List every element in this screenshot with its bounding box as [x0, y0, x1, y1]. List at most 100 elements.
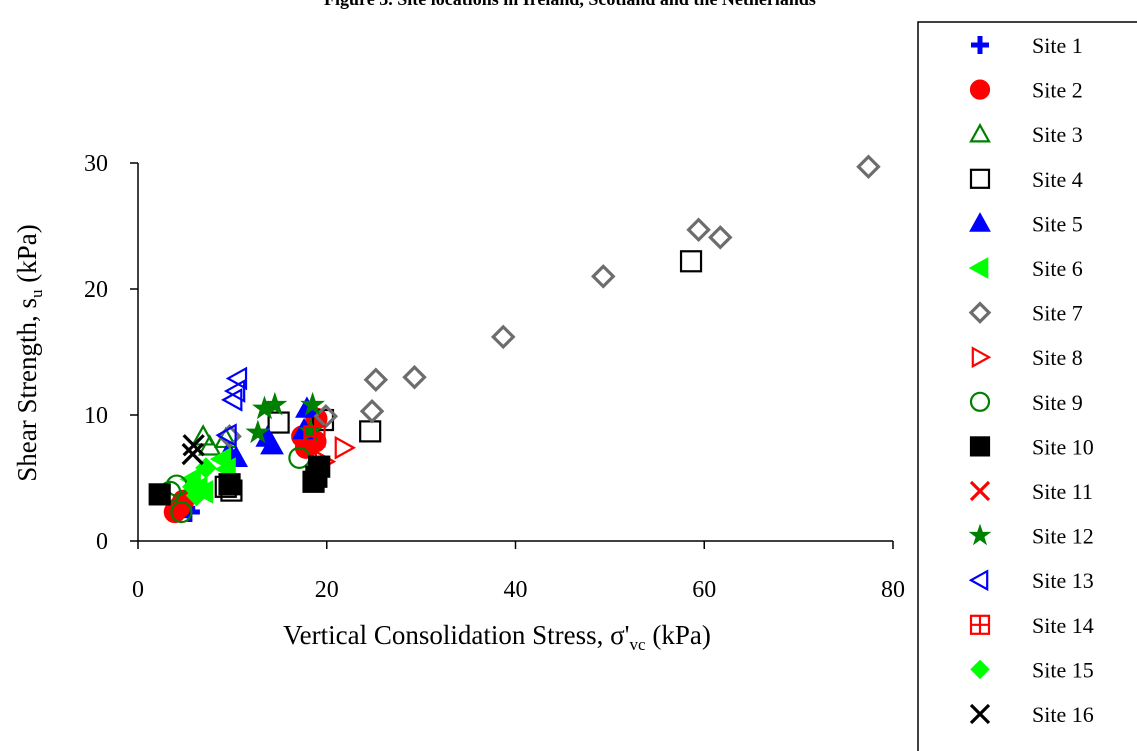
series-site-15	[182, 457, 217, 507]
legend-entry: Site 5	[969, 211, 1083, 236]
legend-entry: Site 12	[968, 523, 1094, 549]
legend-label: Site 3	[1032, 122, 1083, 147]
data-point	[197, 434, 222, 456]
legend-marker	[971, 346, 992, 369]
legend-entry: Site 15	[970, 657, 1094, 682]
legend-label: Site 12	[1032, 524, 1094, 549]
legend-entry: Site 3	[969, 122, 1083, 147]
data-point	[221, 388, 243, 412]
series-site-14	[303, 425, 326, 448]
chart-title: Figure 3. Site locations in Ireland, Sco…	[324, 0, 816, 9]
legend-label: Site 7	[1032, 301, 1083, 326]
legend-marker	[969, 436, 991, 457]
data-point	[490, 324, 516, 350]
legend-label: Site 6	[1032, 256, 1083, 281]
x-tick-label: 80	[881, 577, 905, 603]
legend-label: Site 15	[1032, 657, 1094, 682]
legend-entry: Site 16	[969, 702, 1094, 727]
x-tick-label: 40	[504, 577, 528, 603]
legend-label: Site 8	[1032, 345, 1083, 370]
data-point	[267, 411, 290, 434]
data-point	[591, 264, 616, 289]
x-tick-label: 60	[692, 577, 716, 603]
y-tick-label: 0	[96, 529, 108, 555]
legend-marker	[969, 480, 991, 502]
data-point	[708, 225, 733, 250]
legend-entry: Site 6	[968, 256, 1083, 281]
data-point	[225, 366, 248, 391]
legend-label: Site 2	[1032, 78, 1083, 103]
data-point	[359, 398, 385, 424]
legend-marker	[968, 257, 989, 279]
legend-entry: Site 2	[969, 78, 1083, 103]
legend-label: Site 10	[1032, 434, 1094, 459]
legend-entry: Site 7	[968, 301, 1083, 326]
legend-label: Site 4	[1032, 167, 1083, 192]
series-site-7	[217, 154, 881, 449]
y-tick-label: 20	[84, 277, 108, 303]
legend-marker	[969, 79, 991, 100]
legend-label: Site 11	[1032, 479, 1093, 504]
legend-marker	[969, 614, 991, 635]
data-point	[218, 473, 241, 496]
data-point	[359, 420, 382, 443]
legend-marker	[969, 168, 991, 189]
legend-marker	[969, 122, 991, 143]
legend-label: Site 14	[1032, 613, 1094, 638]
data-point	[181, 442, 204, 466]
series-site-4	[214, 250, 703, 502]
y-axis-ticks: 0 10 20 30	[84, 151, 138, 555]
x-tick-label: 20	[315, 577, 339, 603]
y-axis-title-main: Shear Strength, s	[12, 298, 42, 482]
data-point	[215, 423, 237, 448]
legend-box	[917, 21, 1137, 751]
data-point	[300, 391, 326, 416]
data-point	[363, 367, 389, 392]
legend-marker	[968, 301, 992, 324]
legend-entry: Site 14	[969, 613, 1094, 638]
legend-entry: Site 10	[969, 434, 1094, 459]
y-tick-label: 30	[84, 151, 108, 177]
data-point	[245, 419, 271, 444]
legend-label: Site 16	[1032, 702, 1094, 727]
data-point	[148, 483, 171, 506]
legend-marker	[971, 36, 989, 54]
legend-entry: Site 4	[969, 167, 1083, 192]
legend-entry: Site 1	[971, 33, 1083, 58]
y-axis-title: Shear Strength, su (kPa)	[12, 224, 46, 481]
data-point	[262, 391, 288, 416]
y-axis-title-unit: (kPa)	[12, 224, 42, 289]
data-point	[170, 500, 193, 524]
legend-marker	[969, 703, 991, 725]
x-axis-title-subscript: vc	[630, 635, 647, 654]
x-axis-ticks: 0 20 40 60 80	[132, 541, 905, 603]
legend-entry: Site 11	[969, 479, 1093, 504]
series-site-12	[245, 391, 326, 444]
legend-label: Site 5	[1032, 211, 1083, 236]
data-point	[191, 424, 215, 446]
data-point	[303, 425, 326, 448]
legend-label: Site 9	[1032, 390, 1083, 415]
legend-marker	[970, 659, 990, 680]
data-point	[679, 250, 703, 273]
legend-entry: Site 9	[969, 390, 1083, 415]
series-site-10	[148, 455, 331, 506]
x-axis-title: Vertical Consolidation Stress, σ'vc (kPa…	[283, 620, 711, 654]
x-axis-title-unit: (kPa)	[646, 620, 711, 650]
legend-label: Site 13	[1032, 568, 1094, 593]
plot-area	[148, 154, 881, 524]
data-point	[334, 435, 357, 460]
legend-marker	[969, 212, 991, 232]
series-site-13	[215, 366, 248, 448]
legend-entry: Site 13	[968, 568, 1094, 593]
x-axis-title-main: Vertical Consolidation Stress, σ'	[283, 620, 629, 650]
data-point	[182, 434, 205, 457]
data-point	[185, 484, 208, 507]
legend-marker	[968, 569, 989, 592]
data-point	[856, 154, 881, 180]
data-point	[402, 364, 427, 390]
legend-label: Site 1	[1032, 33, 1083, 58]
data-point	[223, 379, 246, 403]
legend-marker	[968, 523, 992, 546]
y-axis-title-subscript: u	[27, 289, 46, 298]
